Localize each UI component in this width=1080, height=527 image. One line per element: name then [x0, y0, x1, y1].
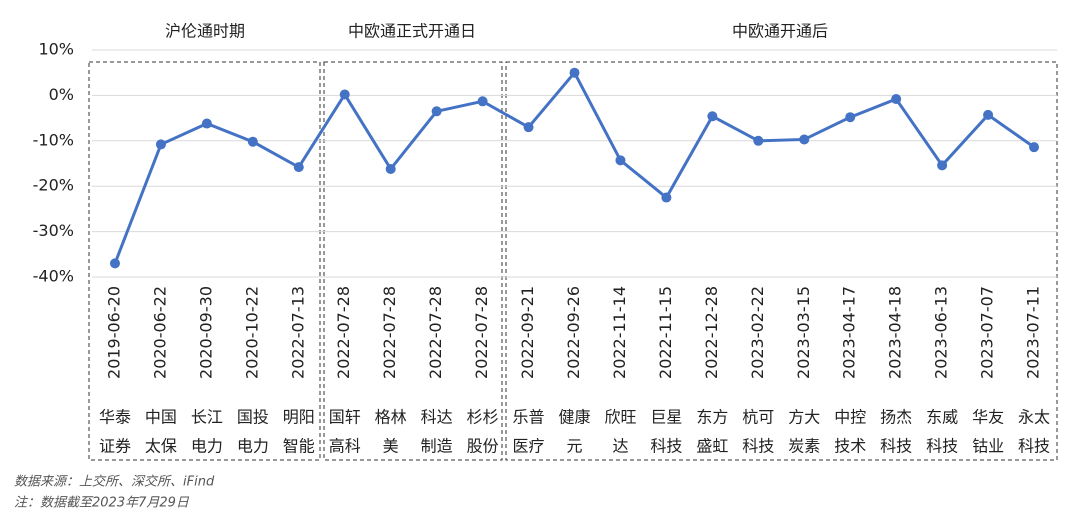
x-tick-label: 2023-03-15 — [794, 286, 813, 379]
point — [385, 163, 396, 174]
x-tick-label: 2020-10-22 — [242, 286, 261, 379]
company-label: 格林 — [375, 408, 407, 427]
x-tick-label: 2022-12-28 — [702, 286, 721, 379]
company-label: 达 — [612, 437, 628, 456]
point — [247, 136, 258, 147]
company-label: 医疗 — [513, 437, 545, 456]
company-label: 美 — [383, 437, 399, 456]
point — [661, 192, 672, 203]
company-label: 华泰 — [99, 408, 131, 427]
x-tick-label: 2022-11-14 — [610, 286, 629, 379]
company-label: 东威 — [926, 408, 958, 427]
x-tick-label: 2022-07-28 — [472, 286, 491, 379]
company-label: 智能 — [283, 437, 315, 456]
y-tick-label: -30% — [33, 221, 74, 240]
company-label: 电力 — [237, 437, 269, 456]
company-label: 中国 — [145, 408, 177, 427]
y-tick-label: -10% — [33, 130, 74, 149]
group-box — [505, 61, 1058, 461]
company-label: 证券 — [99, 437, 131, 456]
y-tick-label: -40% — [33, 267, 74, 286]
x-tick-label: 2022-09-21 — [518, 286, 537, 379]
x-tick-label: 2022-07-13 — [288, 286, 307, 379]
point — [523, 122, 534, 133]
company-label: 永太 — [1018, 408, 1050, 427]
y-tick-label: 0% — [49, 85, 74, 104]
company-label: 明阳 — [283, 408, 315, 427]
point — [109, 258, 120, 269]
point — [937, 160, 948, 171]
point — [753, 135, 764, 146]
point — [845, 112, 856, 123]
y-tick-label: 10% — [38, 40, 74, 59]
company-label: 钴业 — [972, 437, 1004, 456]
company-label: 国轩 — [329, 408, 361, 427]
x-tick-label: 2022-09-26 — [564, 286, 583, 379]
company-label: 长江 — [191, 408, 223, 427]
company-label: 杭可 — [742, 408, 774, 427]
x-tick-label: 2019-06-20 — [104, 286, 123, 379]
company-label: 科技 — [926, 437, 958, 456]
x-tick-label: 2023-02-22 — [748, 286, 767, 379]
x-tick-label: 2020-06-22 — [150, 286, 169, 379]
company-label: 科达 — [421, 408, 453, 427]
x-tick-label: 2022-07-28 — [334, 286, 353, 379]
x-tick-label: 2023-04-17 — [840, 286, 859, 379]
point — [569, 67, 580, 78]
company-label: 欣旺 — [604, 408, 636, 427]
company-label: 中控 — [834, 408, 866, 427]
company-label: 华友 — [972, 408, 1004, 427]
group-label: 中欧通开通后 — [732, 22, 828, 41]
company-label: 太保 — [145, 437, 177, 456]
company-label: 炭素 — [788, 437, 820, 456]
company-label: 扬杰 — [880, 408, 912, 427]
company-label: 科技 — [1018, 437, 1050, 456]
point — [293, 162, 304, 173]
x-tick-label: 2023-06-13 — [932, 286, 951, 379]
x-tick-label: 2022-07-28 — [426, 286, 445, 379]
note: 注：数据截至2023年7月29日 — [14, 496, 190, 511]
x-tick-label: 2023-04-18 — [886, 286, 905, 379]
group-label: 中欧通正式开通日 — [348, 22, 476, 41]
company-label: 元 — [566, 437, 582, 456]
x-tick-label: 2020-09-30 — [196, 286, 215, 379]
x-tick-label: 2022-11-15 — [656, 286, 675, 379]
group-box — [323, 61, 503, 461]
point — [339, 89, 350, 100]
company-label: 科技 — [650, 437, 682, 456]
point — [155, 139, 166, 150]
company-label: 技术 — [834, 437, 866, 456]
point — [201, 118, 212, 129]
x-tick-label: 2023-07-07 — [978, 286, 997, 379]
company-label: 盛虹 — [696, 437, 728, 456]
point — [707, 111, 718, 122]
company-label: 制造 — [421, 437, 453, 456]
group-label: 沪伦通时期 — [165, 22, 245, 41]
company-label: 杉杉 — [467, 408, 499, 427]
company-label: 健康 — [558, 408, 590, 427]
company-label: 股份 — [467, 437, 499, 456]
point — [477, 96, 488, 107]
company-label: 巨星 — [650, 408, 682, 427]
company-label: 国投 — [237, 408, 269, 427]
company-label: 电力 — [191, 437, 223, 456]
point — [1029, 142, 1040, 153]
company-label: 乐普 — [513, 408, 545, 427]
x-tick-label: 2022-07-28 — [380, 286, 399, 379]
company-label: 科技 — [742, 437, 774, 456]
point — [615, 155, 626, 166]
company-label: 方大 — [788, 408, 820, 427]
group-box — [88, 61, 321, 461]
point — [891, 94, 902, 105]
company-label: 东方 — [696, 408, 728, 427]
company-label: 科技 — [880, 437, 912, 456]
company-label: 高科 — [329, 437, 361, 456]
point — [431, 106, 442, 117]
point — [799, 134, 810, 145]
point — [983, 109, 994, 120]
note: 数据来源：上交所、深交所、iFind — [14, 474, 215, 490]
x-tick-label: 2023-07-11 — [1024, 286, 1043, 379]
y-tick-label: -20% — [33, 176, 74, 195]
